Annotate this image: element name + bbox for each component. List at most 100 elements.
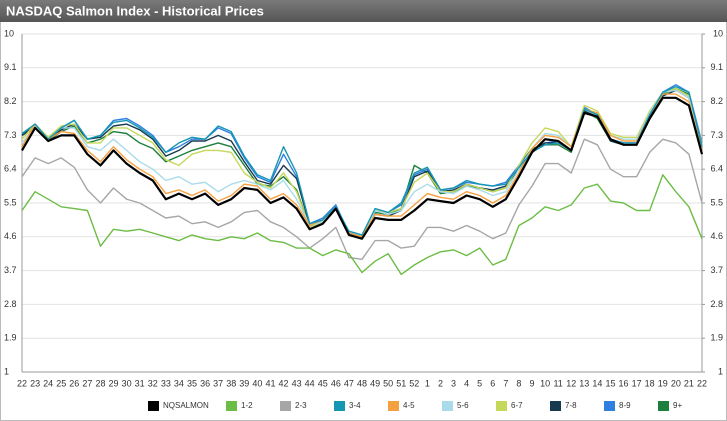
x-tick-label: 29 xyxy=(109,378,119,388)
legend-swatch xyxy=(442,401,453,411)
y2-tick-label: 8.2 xyxy=(710,96,723,106)
y2-tick-label: 9.1 xyxy=(710,62,723,72)
y-tick-label: 4.6 xyxy=(4,231,17,241)
x-tick-label: 1 xyxy=(425,378,430,388)
y2-tick-label: 5.5 xyxy=(710,197,723,207)
x-tick-label: 4 xyxy=(464,378,469,388)
legend-swatch xyxy=(550,401,561,411)
x-tick-label: 47 xyxy=(344,378,354,388)
x-tick-label: 6 xyxy=(490,378,495,388)
y2-tick-label: 10 xyxy=(713,28,723,38)
x-tick-label: 16 xyxy=(619,378,629,388)
x-tick-label: 15 xyxy=(605,378,615,388)
y-tick-label: 2.8 xyxy=(4,299,17,309)
series-line xyxy=(21,138,703,260)
y-tick-label: 1.9 xyxy=(4,333,17,343)
x-tick-label: 50 xyxy=(383,378,393,388)
x-tick-label: 30 xyxy=(122,378,132,388)
x-tick-label: 40 xyxy=(252,378,262,388)
legend-label: 1-2 xyxy=(241,401,253,410)
x-tick-label: 19 xyxy=(658,378,668,388)
legend-swatch xyxy=(496,401,507,411)
x-tick-label: 13 xyxy=(579,378,589,388)
x-tick-label: 51 xyxy=(396,378,406,388)
x-tick-label: 48 xyxy=(357,378,367,388)
x-tick-label: 34 xyxy=(174,378,184,388)
y-tick-label: 10 xyxy=(4,28,14,38)
y-tick-label: 9.1 xyxy=(4,62,17,72)
legend-label: 8-9 xyxy=(619,401,631,410)
x-tick-label: 33 xyxy=(161,378,171,388)
x-tick-label: 45 xyxy=(318,378,328,388)
y2-tick-label: 2.8 xyxy=(710,299,723,309)
x-tick-label: 31 xyxy=(135,378,145,388)
x-tick-label: 17 xyxy=(632,378,642,388)
x-tick-label: 22 xyxy=(17,378,27,388)
legend-label: 5-6 xyxy=(457,401,469,410)
x-tick-label: 43 xyxy=(292,378,302,388)
y-tick-label: 5.5 xyxy=(4,197,17,207)
x-tick-label: 2 xyxy=(438,378,443,388)
legend-swatch xyxy=(334,401,345,411)
x-tick-label: 52 xyxy=(409,378,419,388)
series-line xyxy=(21,85,703,236)
y-tick-label: 7.3 xyxy=(4,130,17,140)
x-tick-label: 27 xyxy=(82,378,92,388)
legend-swatch xyxy=(148,401,159,411)
y2-tick-label: 3.7 xyxy=(710,265,723,275)
x-tick-label: 41 xyxy=(265,378,275,388)
x-tick-label: 7 xyxy=(503,378,508,388)
y2-tick-label: 6.4 xyxy=(710,164,723,174)
x-tick-label: 24 xyxy=(43,378,53,388)
title-bar xyxy=(0,0,727,22)
y2-tick-label: 1 xyxy=(718,366,723,376)
legend-swatch xyxy=(280,401,291,411)
x-tick-label: 42 xyxy=(279,378,289,388)
series-line xyxy=(21,96,704,240)
legend-label: 4-5 xyxy=(403,401,415,410)
chart-title: NASDAQ Salmon Index - Historical Prices xyxy=(6,3,264,18)
legend-swatch xyxy=(604,401,615,411)
legend-swatch xyxy=(658,401,669,411)
x-tick-label: 39 xyxy=(239,378,249,388)
legend-label: 7-8 xyxy=(565,401,577,410)
legend-swatch xyxy=(226,401,237,411)
y2-tick-label: 1.9 xyxy=(710,333,723,343)
x-tick-label: 38 xyxy=(226,378,236,388)
legend-label: 3-4 xyxy=(349,401,361,410)
x-tick-label: 9 xyxy=(529,378,534,388)
x-tick-label: 3 xyxy=(451,378,456,388)
x-tick-label: 36 xyxy=(200,378,210,388)
series-line xyxy=(21,174,703,276)
x-tick-label: 5 xyxy=(477,378,482,388)
legend-label: 6-7 xyxy=(511,401,523,410)
x-tick-label: 25 xyxy=(56,378,66,388)
legend-swatch xyxy=(388,401,399,411)
x-tick-label: 28 xyxy=(95,378,105,388)
y-tick-label: 6.4 xyxy=(4,164,17,174)
legend-label: 9+ xyxy=(673,401,682,410)
x-tick-label: 10 xyxy=(540,378,550,388)
legend-label: NQSALMON xyxy=(163,401,209,410)
x-tick-label: 12 xyxy=(566,378,576,388)
y2-tick-label: 7.3 xyxy=(710,130,723,140)
x-tick-label: 44 xyxy=(305,378,315,388)
x-tick-label: 21 xyxy=(684,378,694,388)
x-tick-label: 20 xyxy=(671,378,681,388)
y-tick-label: 8.2 xyxy=(4,96,17,106)
x-tick-label: 18 xyxy=(645,378,655,388)
x-tick-label: 26 xyxy=(69,378,79,388)
x-tick-label: 35 xyxy=(187,378,197,388)
x-tick-label: 14 xyxy=(592,378,602,388)
x-tick-label: 46 xyxy=(331,378,341,388)
y-tick-label: 1 xyxy=(4,366,9,376)
legend-label: 2-3 xyxy=(295,401,307,410)
x-tick-label: 32 xyxy=(148,378,158,388)
x-tick-label: 49 xyxy=(370,378,380,388)
x-tick-label: 8 xyxy=(516,378,521,388)
x-tick-label: 37 xyxy=(213,378,223,388)
y-tick-label: 3.7 xyxy=(4,265,17,275)
x-tick-label: 11 xyxy=(553,378,562,388)
